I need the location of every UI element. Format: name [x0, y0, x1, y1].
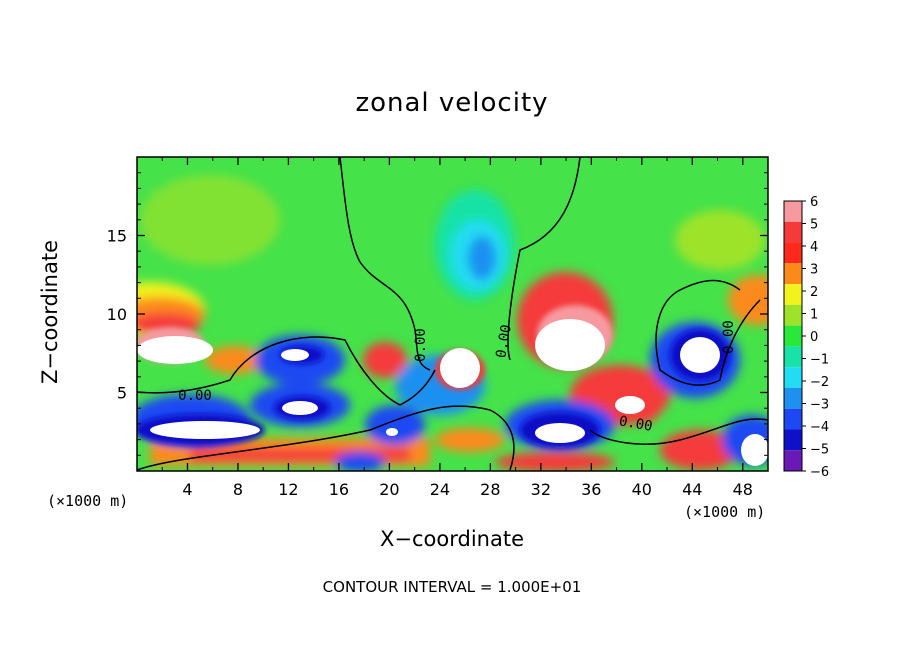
colorbar-label: 4: [810, 240, 818, 255]
colorbar-label: 0: [810, 330, 818, 345]
colorbar-swatch: [784, 429, 802, 451]
blob: [435, 428, 505, 452]
blob: [615, 396, 645, 414]
blob: [140, 175, 280, 265]
blob: [386, 428, 398, 436]
x-axis-label: X−coordinate: [380, 527, 524, 551]
x-tick-label: 32: [531, 480, 551, 499]
colorbar-swatch: [784, 346, 802, 368]
colorbar-label: 2: [810, 285, 818, 300]
colorbar-swatch: [784, 367, 802, 388]
colorbar-swatch: [784, 304, 802, 326]
contour-line: [507, 157, 581, 361]
colorbar-swatch: [784, 387, 802, 409]
blob: [281, 349, 309, 361]
x-tick-label: 36: [581, 480, 601, 499]
colorbar-label: −2: [810, 375, 829, 390]
velocity-field: [137, 157, 768, 471]
colorbar-swatch: [784, 325, 802, 347]
contour-line: [339, 157, 431, 371]
blob: [137, 336, 213, 364]
x-unit-left: (×1000 m): [47, 492, 129, 510]
blob: [440, 348, 480, 388]
x-tick-label: 28: [480, 480, 500, 499]
colorbar-label: 6: [810, 195, 818, 210]
contour-label: 0.00: [178, 388, 212, 404]
colorbar-label: 1: [810, 308, 818, 323]
colorbar-label: −4: [810, 420, 829, 435]
blob: [680, 337, 720, 373]
blob: [675, 210, 765, 270]
colorbar-swatch: [784, 221, 802, 243]
blob: [741, 434, 768, 466]
x-tick-label: 4: [182, 480, 192, 499]
contour-label: 0.00: [413, 328, 429, 362]
colorbar-label: −6: [810, 465, 829, 480]
x-tick-label: 48: [733, 480, 753, 499]
colorbar-label: −1: [810, 353, 829, 368]
chart-title: zonal velocity: [355, 88, 549, 118]
colorbar-label: −5: [810, 443, 829, 458]
y-axis-label: Z−coordinate: [38, 240, 62, 384]
y-tick-label: 5: [117, 384, 127, 403]
colorbar-swatch: [784, 408, 802, 430]
blob: [363, 342, 407, 378]
contour-line: [655, 279, 761, 386]
colorbar-label: 5: [810, 218, 818, 233]
colorbar-swatch: [784, 284, 802, 305]
colorbar-label: −3: [810, 398, 829, 413]
colorbar-swatch: [784, 450, 802, 471]
x-tick-label: 44: [682, 480, 702, 499]
contour-interval-note: CONTOUR INTERVAL = 1.000E+01: [322, 578, 582, 596]
blob: [150, 421, 260, 439]
contour-line: [589, 418, 768, 445]
colorbar: 6 5 4 3 2 1 0 −1 −2 −3 −4 −5 −6: [783, 195, 829, 480]
x-tick-label: 24: [430, 480, 450, 499]
blob: [468, 236, 496, 280]
x-tick-label: 20: [379, 480, 399, 499]
blob: [535, 423, 585, 443]
contour-line: [137, 405, 515, 471]
x-tick-label: 16: [329, 480, 349, 499]
contour-label: 0.00: [493, 323, 515, 359]
x-unit-right: (×1000 m): [684, 503, 766, 521]
blob: [535, 319, 605, 371]
x-tick-label: 12: [278, 480, 298, 499]
contour-line: [137, 336, 436, 406]
blob: [335, 452, 385, 471]
zero-contours: [137, 157, 768, 471]
colorbar-swatch: [784, 201, 802, 222]
blob: [205, 346, 265, 374]
blob: [282, 401, 318, 415]
colorbar-swatch: [784, 263, 802, 285]
x-tick-label: 8: [233, 480, 243, 499]
colorbar-label: 3: [810, 263, 818, 278]
blob: [495, 452, 615, 471]
y-tick-label: 15: [107, 227, 127, 246]
contour-labels: 0.00 0.00 0.00 0.00 0.00: [178, 320, 737, 435]
contour-label: 0.00: [618, 413, 654, 435]
y-tick-label: 10: [107, 305, 127, 324]
blob: [728, 275, 768, 325]
contour-label: 0.00: [721, 320, 737, 354]
x-tick-label: 40: [632, 480, 652, 499]
blob: [365, 405, 425, 445]
colorbar-swatch: [784, 242, 802, 264]
